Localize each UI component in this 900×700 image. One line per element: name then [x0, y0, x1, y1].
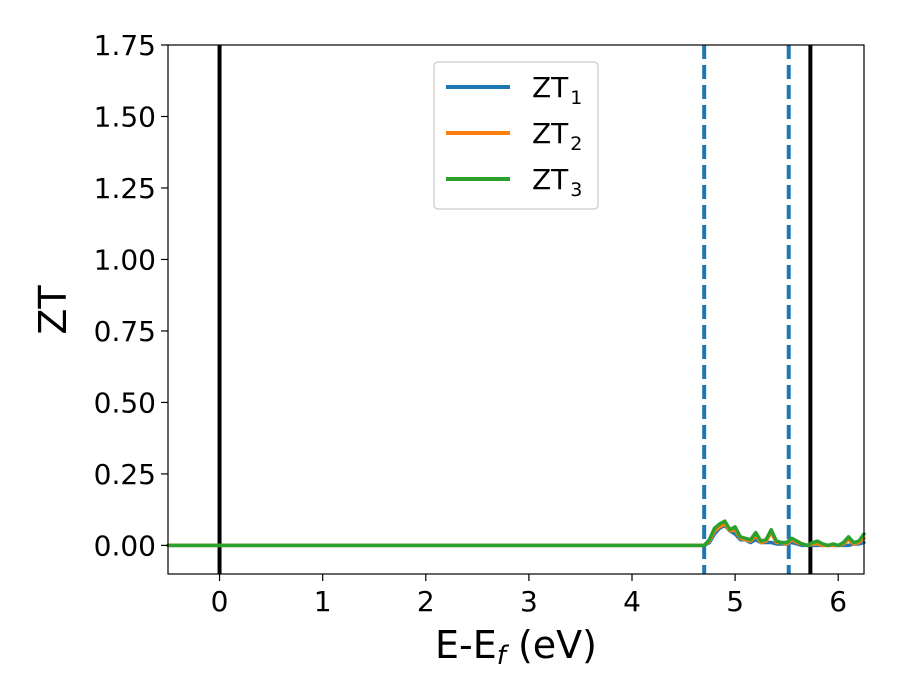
legend-label-2: ZT 2	[532, 117, 582, 155]
x-tick-label: 2	[417, 585, 435, 618]
x-tick-label: 0	[211, 585, 229, 618]
y-axis-ticks: 0.00 0.25 0.50 0.75 1.00 1.25 1.50 1.75	[94, 29, 168, 562]
x-tick-label: 5	[726, 585, 744, 618]
series-line-3	[166, 519, 866, 548]
legend-label-3: ZT 3	[532, 163, 582, 201]
x-axis-label: E-Ef (eV)	[435, 623, 597, 671]
y-tick-label: 0.50	[94, 386, 156, 419]
reference-lines	[217, 45, 813, 574]
x-tick-label: 1	[314, 585, 332, 618]
x-tick-label: 3	[520, 585, 538, 618]
y-tick-label: 1.00	[94, 243, 156, 276]
data-series	[166, 519, 866, 548]
legend-box	[433, 61, 599, 210]
legend-label-1: ZT 1	[532, 71, 582, 109]
y-tick-label: 0.00	[94, 529, 156, 562]
y-tick-label: 0.75	[94, 315, 156, 348]
x-tick-label: 4	[623, 585, 641, 618]
y-tick-label: 0.25	[94, 458, 156, 491]
x-axis-ticks: 0 1 2 3 4 5 6	[211, 574, 847, 618]
y-tick-label: 1.50	[94, 100, 156, 133]
y-axis-label: ZT	[31, 285, 75, 335]
y-tick-label: 1.75	[94, 29, 156, 62]
plot-frame	[167, 44, 865, 575]
x-tick-label: 6	[829, 585, 847, 618]
legend[interactable]: ZT 1 ZT 2 ZT 3	[433, 61, 599, 210]
y-tick-label: 1.25	[94, 172, 156, 205]
